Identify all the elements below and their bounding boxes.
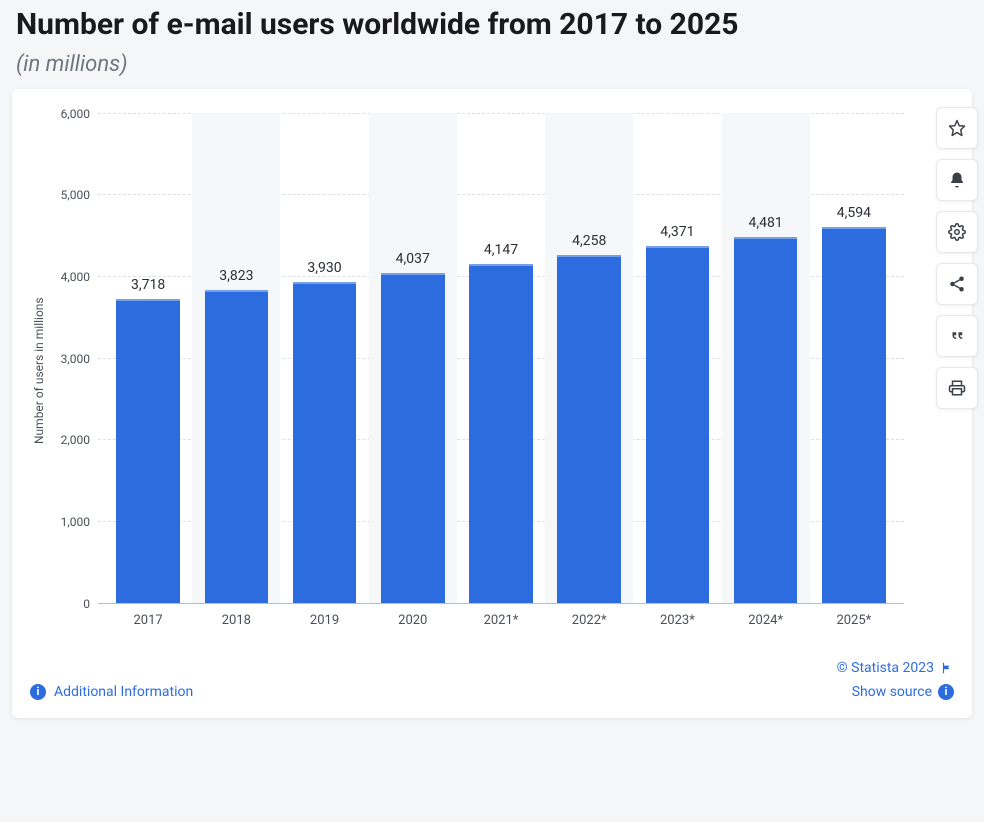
bar-value-label: 4,371 (660, 224, 694, 240)
y-tick-label: 5,000 (61, 188, 98, 202)
chart-title: Number of e-mail users worldwide from 20… (12, 0, 972, 48)
star-icon (948, 119, 966, 137)
x-tick-label: 2024* (722, 613, 810, 628)
x-tick-label: 2021* (457, 613, 545, 628)
cite-button[interactable] (936, 315, 978, 357)
x-tick-label: 2020 (369, 613, 457, 628)
chart-card: Number of users in millions 01,0002,0003… (12, 89, 972, 718)
bar-value-label: 3,718 (131, 277, 165, 293)
additional-info-label: Additional Information (54, 684, 193, 700)
footer-right: © Statista 2023 Show source i (837, 660, 954, 700)
bar-column: 4,594 (810, 113, 898, 603)
bar[interactable] (822, 227, 886, 602)
chart-area: 01,0002,0003,0004,0005,0006,000 3,7183,8… (48, 113, 904, 628)
bar-column: 4,147 (457, 113, 545, 603)
additional-info-link[interactable]: i Additional Information (30, 684, 193, 700)
favorite-button[interactable] (936, 107, 978, 149)
bar-value-label: 4,481 (749, 215, 783, 231)
bar-column: 4,371 (633, 113, 721, 603)
bar-column: 3,718 (104, 113, 192, 603)
chart-bars: 3,718 3,823 3,930 4,037 4,147 4,258 4,371 4,481… (98, 113, 904, 603)
x-tick-label: 2019 (280, 613, 368, 628)
y-tick-label: 3,000 (61, 352, 98, 366)
bar[interactable] (116, 299, 180, 603)
bar-column: 3,823 (192, 113, 280, 603)
y-tick-label: 4,000 (61, 270, 98, 284)
bar-column: 4,481 (722, 113, 810, 603)
x-tick-label: 2022* (545, 613, 633, 628)
bell-icon (948, 171, 966, 189)
y-tick-label: 0 (83, 597, 98, 611)
chart-subtitle: (in millions) (12, 48, 972, 89)
bar-column: 4,258 (545, 113, 633, 603)
quote-icon (948, 327, 966, 345)
y-tick-label: 2,000 (61, 433, 98, 447)
x-tick-label: 2018 (192, 613, 280, 628)
print-icon (948, 379, 966, 397)
card-footer: i Additional Information © Statista 2023… (30, 660, 954, 700)
x-tick-label: 2017 (104, 613, 192, 628)
bar-value-label: 4,037 (396, 251, 430, 267)
gear-icon (948, 223, 966, 241)
gridline: 0 (98, 603, 904, 604)
bar[interactable] (205, 290, 269, 602)
x-axis: 20172018201920202021*2022*2023*2024*2025… (98, 603, 904, 628)
info-icon: i (938, 684, 954, 700)
bar-value-label: 3,930 (307, 260, 341, 276)
bar-value-label: 4,258 (572, 233, 606, 249)
bar-column: 4,037 (369, 113, 457, 603)
share-button[interactable] (936, 263, 978, 305)
share-icon (948, 275, 966, 293)
bar-value-label: 4,147 (484, 242, 518, 258)
chart-toolbar (936, 107, 978, 409)
notify-button[interactable] (936, 159, 978, 201)
bar[interactable] (293, 282, 357, 603)
flag-icon (940, 661, 954, 675)
x-tick-label: 2025* (810, 613, 898, 628)
chart-plot: 01,0002,0003,0004,0005,0006,000 3,7183,8… (48, 113, 904, 603)
chart-container: Number of users in millions 01,0002,0003… (30, 113, 954, 628)
bar-value-label: 4,594 (837, 205, 871, 221)
print-button[interactable] (936, 367, 978, 409)
bar-value-label: 3,823 (219, 268, 253, 284)
bar[interactable] (469, 264, 533, 603)
bar[interactable] (646, 246, 710, 603)
show-source-link[interactable]: Show source i (852, 684, 954, 700)
copyright-link[interactable]: © Statista 2023 (837, 660, 954, 676)
bar[interactable] (557, 255, 621, 603)
y-tick-label: 1,000 (61, 515, 98, 529)
bar[interactable] (381, 273, 445, 603)
y-tick-label: 6,000 (61, 107, 98, 121)
bar-column: 3,930 (280, 113, 368, 603)
copyright-text: © Statista 2023 (837, 660, 934, 676)
info-icon: i (30, 684, 46, 700)
y-axis-title: Number of users in millions (30, 113, 48, 628)
settings-button[interactable] (936, 211, 978, 253)
bar[interactable] (734, 237, 798, 603)
x-tick-label: 2023* (633, 613, 721, 628)
show-source-label: Show source (852, 684, 932, 700)
